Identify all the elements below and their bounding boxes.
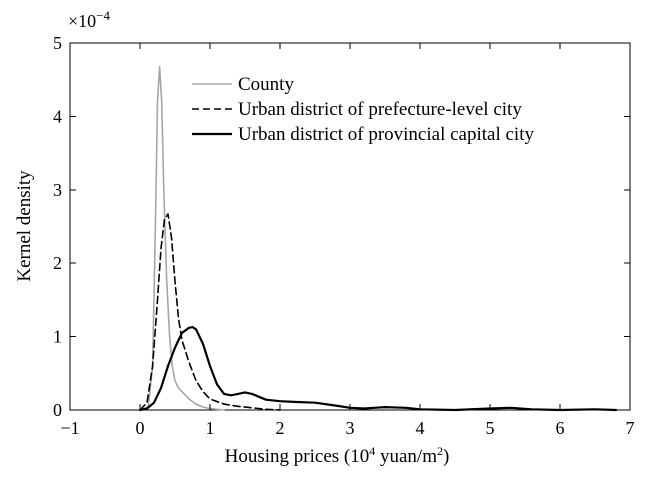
x-axis-label-suffix: ) [443, 446, 449, 467]
x-axis-label-prefix: Housing prices (10 [225, 446, 370, 467]
legend-prefecture-city-label: Urban district of prefecture-level city [238, 99, 522, 120]
y-tick-label: 4 [53, 106, 62, 126]
legend-county-label: County [238, 74, 294, 95]
x-tick-label: 1 [206, 418, 215, 438]
legend-provincial-capital-label: Urban district of provincial capital cit… [238, 124, 534, 145]
x-axis-label: Housing prices (104 yuan/m2) [225, 444, 450, 467]
y-axis-multiplier-base: ×10 [68, 11, 96, 31]
x-tick-label: 2 [276, 418, 285, 438]
y-tick-label: 0 [53, 400, 62, 420]
x-tick-label: 0 [136, 418, 145, 438]
x-axis-label-sup2: 2 [437, 444, 443, 458]
y-axis-label: Kernel density [14, 170, 35, 282]
y-axis-multiplier-exponent: −4 [96, 8, 110, 23]
x-tick-label: 4 [416, 418, 425, 438]
x-tick-label: 3 [346, 418, 355, 438]
series-layer [138, 65, 618, 412]
x-axis-label-mid: yuan/m [375, 446, 437, 467]
county-series-line [142, 65, 225, 411]
y-tick-label: 3 [53, 180, 62, 200]
y-tick-label: 5 [53, 33, 62, 53]
legend: County Urban district of prefecture-level… [192, 74, 534, 145]
prefecture-city-series-line [139, 213, 281, 411]
x-tick-label: −1 [60, 418, 79, 438]
x-tick-label: 5 [486, 418, 495, 438]
x-tick-label: 6 [556, 418, 565, 438]
y-axis-multiplier: ×10−4 [68, 8, 110, 31]
x-axis-label-sup1: 4 [369, 444, 375, 458]
y-tick-label: 2 [53, 253, 62, 273]
provincial-capital-series-line [138, 326, 618, 412]
x-tick-label: 7 [626, 418, 635, 438]
y-tick-label: 1 [53, 327, 62, 347]
